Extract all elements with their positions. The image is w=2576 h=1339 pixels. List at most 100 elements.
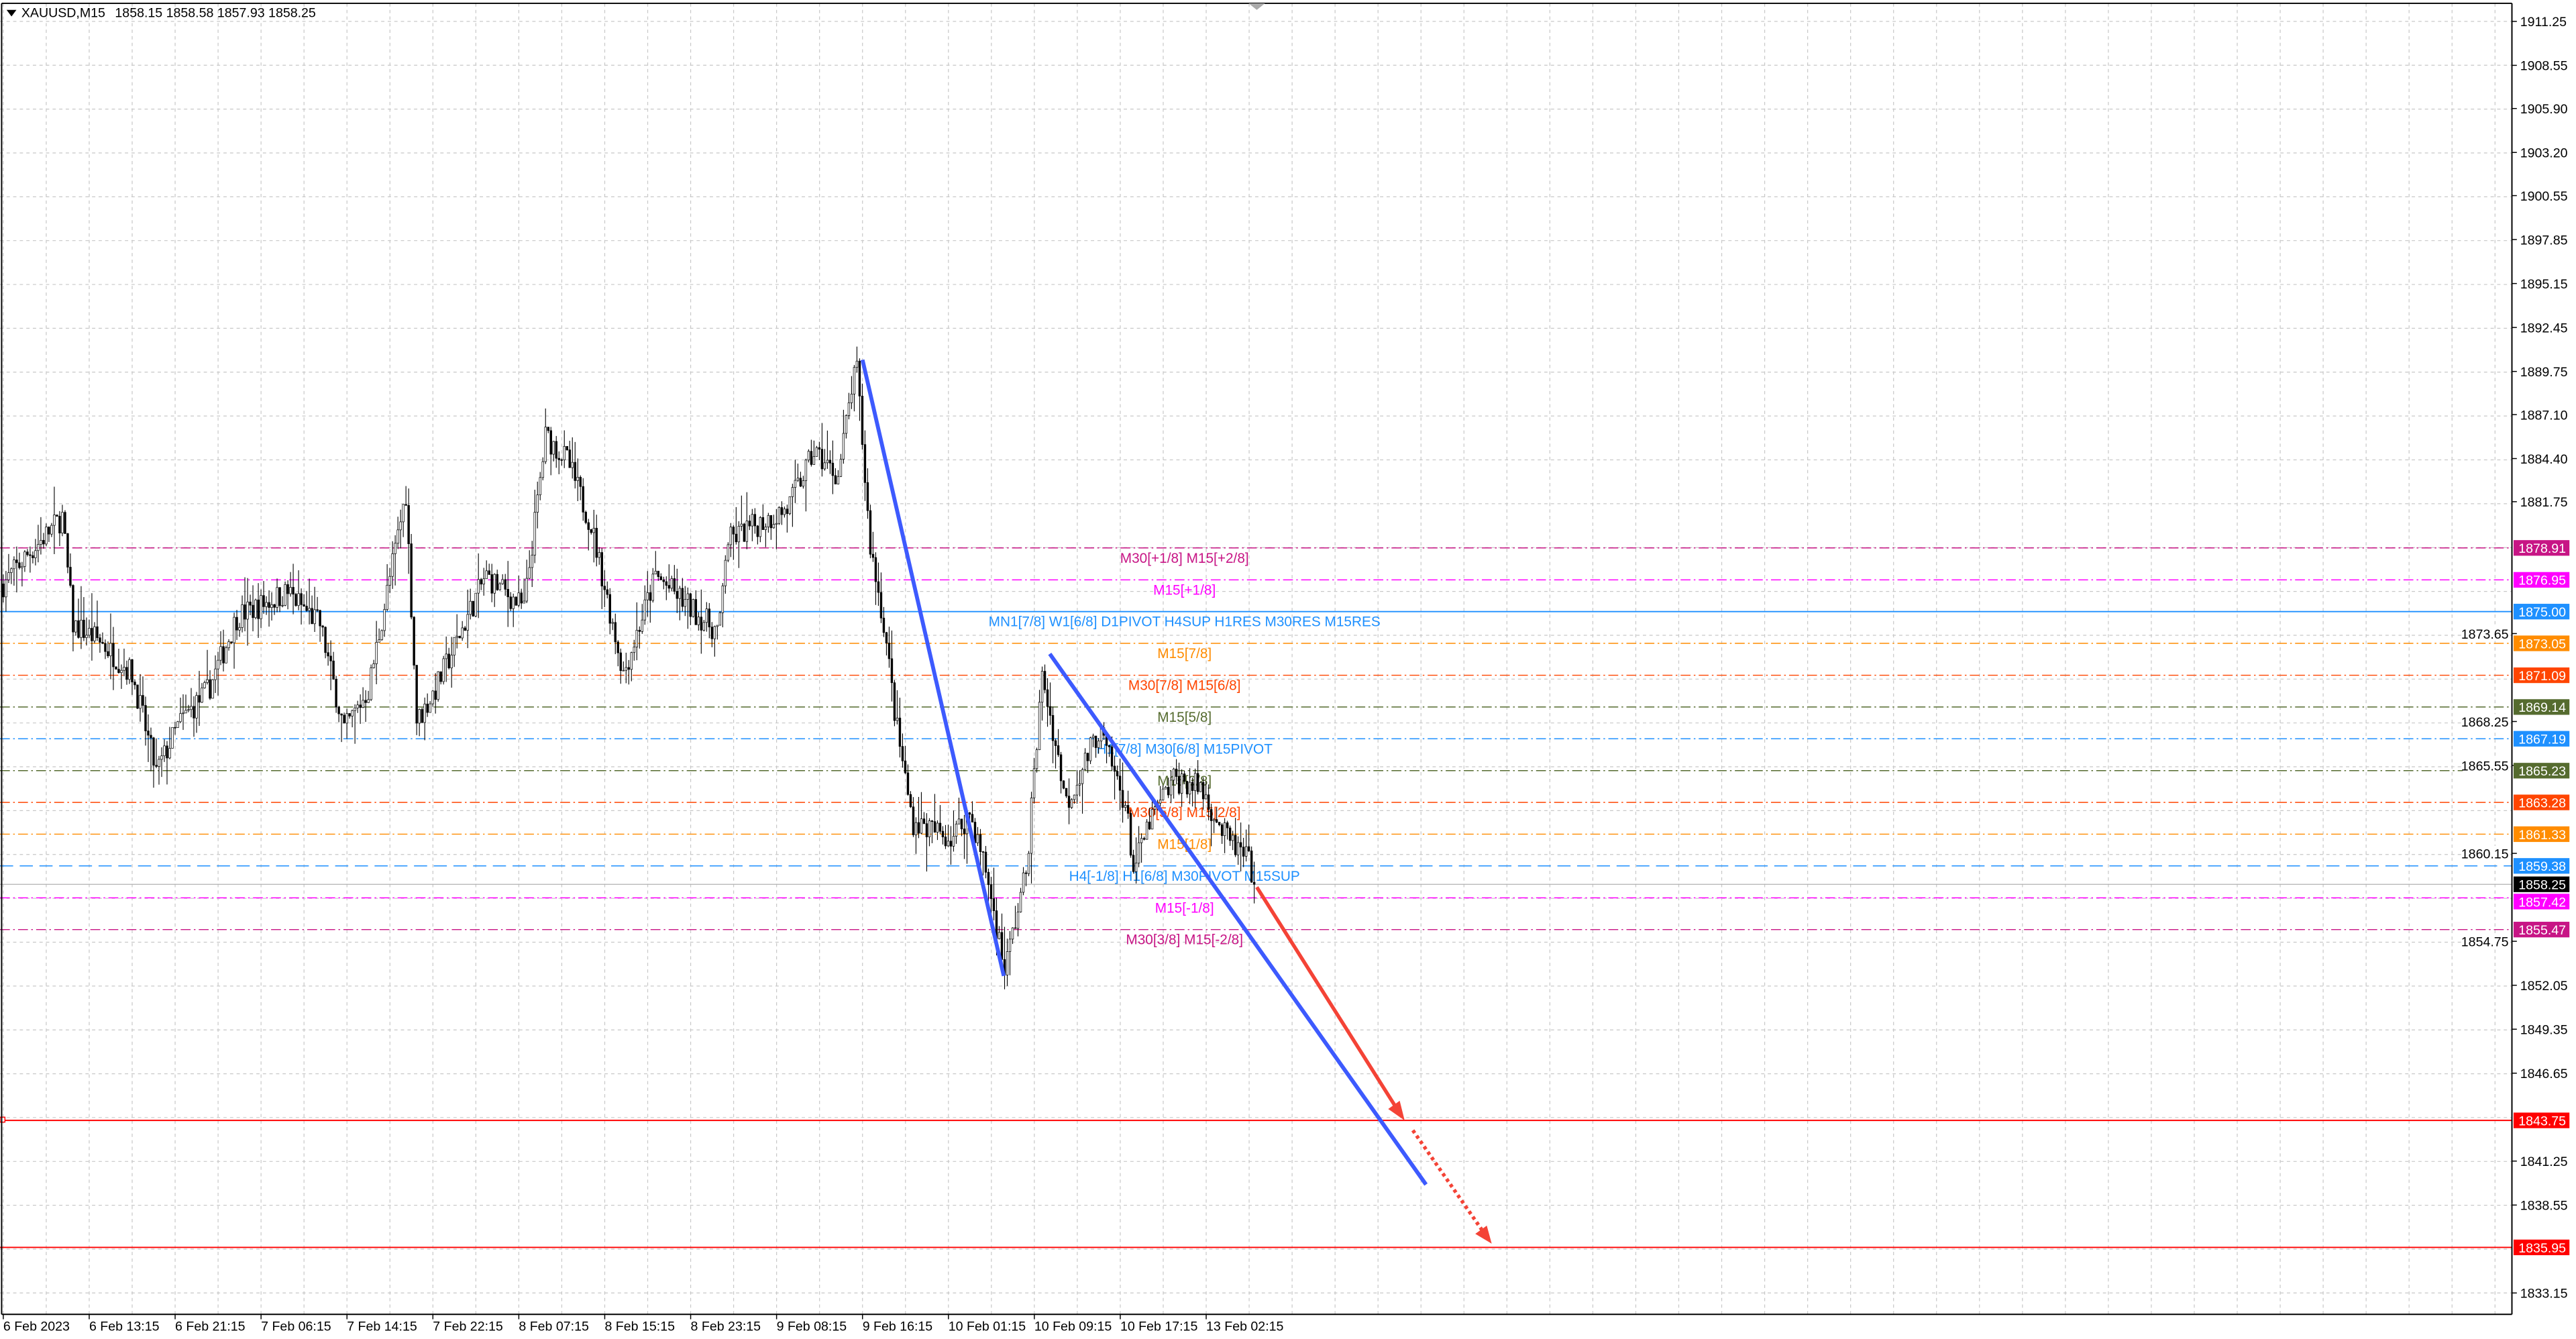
candle-body — [445, 653, 447, 659]
candle-body — [1059, 754, 1063, 782]
candle-body — [104, 643, 107, 652]
ohlc-values: 1858.15 1858.58 1857.93 1858.25 — [115, 6, 316, 21]
candle-body — [769, 515, 773, 529]
candle-body — [56, 515, 58, 517]
price-tag-value: 1875.00 — [2518, 605, 2566, 620]
candle-body — [944, 837, 947, 847]
candle-body — [863, 444, 867, 483]
candle-body — [429, 703, 431, 713]
candle-body — [708, 608, 711, 628]
candle-body — [388, 576, 391, 586]
price-tag — [2513, 572, 2570, 588]
candle-body — [651, 574, 655, 601]
candle-body — [413, 617, 415, 665]
candle-body — [845, 415, 848, 434]
grid — [0, 3, 2512, 1315]
candle-body — [96, 626, 99, 639]
time-tick-label: 8 Feb 15:15 — [604, 1320, 675, 1334]
candle-body — [109, 643, 112, 657]
candle-body — [458, 635, 461, 639]
price-tag — [2513, 699, 2570, 715]
candle-body — [1183, 773, 1186, 782]
candle-body — [909, 794, 912, 808]
candle-body — [740, 523, 743, 527]
candle-body — [764, 527, 767, 530]
level-anchor[interactable] — [0, 1116, 6, 1123]
candle-body — [984, 851, 987, 873]
candle-body — [509, 596, 512, 609]
time-tick-label: 6 Feb 21:15 — [175, 1320, 246, 1334]
candle-body — [906, 772, 910, 795]
candle-body — [10, 568, 13, 573]
candle-body — [88, 628, 91, 636]
candle-body — [80, 619, 83, 638]
forecast-arrow[interactable] — [1255, 886, 1400, 1112]
candle-body — [195, 695, 198, 718]
candle-body — [496, 574, 498, 590]
price-tag — [2513, 794, 2570, 810]
price-tick-label: 1838.55 — [2520, 1199, 2568, 1214]
forecast-arrow-dotted[interactable] — [1411, 1129, 1485, 1234]
candle-body — [1172, 768, 1175, 781]
candle-body — [1067, 796, 1071, 808]
candle-body — [1132, 855, 1135, 872]
candle-body — [812, 456, 816, 465]
candle-body — [772, 524, 775, 529]
candle-body — [1075, 784, 1079, 796]
candle-body — [842, 433, 845, 460]
candle-body — [1019, 892, 1022, 912]
candle-body — [351, 710, 354, 716]
candle-body — [815, 447, 818, 457]
candle-body — [380, 630, 383, 641]
candle-body — [480, 579, 482, 585]
candle-body — [34, 550, 37, 558]
price-tick-label: 1833.15 — [2520, 1287, 2568, 1301]
level-label: M30[5/8] M15[2/8] — [1128, 805, 1241, 820]
price-tick-label: 1895.15 — [2520, 277, 2568, 292]
candle-body — [50, 525, 53, 535]
price-tick-backdrop — [2463, 714, 2509, 729]
candle-body — [354, 707, 356, 711]
candle-body — [1038, 702, 1041, 750]
candle-body — [160, 755, 163, 760]
trendline-1[interactable] — [860, 359, 1006, 977]
candle-body — [217, 659, 219, 670]
time-tick-label: 8 Feb 07:15 — [519, 1320, 589, 1334]
candle-body — [305, 606, 308, 611]
price-tag — [2513, 858, 2570, 874]
candles — [2, 346, 1256, 989]
price-axis[interactable]: 1911.25 1908.55 1905.90 1903.20 1900.55 1897.… — [2461, 15, 2568, 1301]
time-tick-label: 7 Feb 06:15 — [261, 1320, 331, 1334]
candle-body — [783, 508, 786, 515]
drawings[interactable] — [0, 359, 1492, 1244]
candle-body — [630, 652, 633, 670]
candle-body — [147, 731, 150, 736]
candle-body — [219, 646, 222, 661]
candle-body — [158, 759, 160, 767]
level-label: M30[3/8] M15[-2/8] — [1126, 932, 1243, 948]
candle-body — [987, 871, 990, 886]
time-tick-label: 10 Feb 09:15 — [1034, 1320, 1112, 1334]
time-axis[interactable]: 6 Feb 2023 6 Feb 13:15 6 Feb 21:15 7 Feb 06… — [3, 1314, 1284, 1334]
price-tick-label: 1881.75 — [2520, 495, 2568, 510]
candle-body — [7, 572, 10, 580]
candle-body — [193, 706, 195, 718]
candle-body — [107, 651, 109, 657]
candle-body — [649, 592, 652, 601]
candle-body — [515, 596, 517, 606]
candle-body — [77, 620, 80, 638]
price-tick-backdrop — [2463, 934, 2509, 949]
trendline-2[interactable] — [1048, 653, 1428, 1186]
dropdown-triangle-icon[interactable] — [6, 9, 17, 17]
candle-body — [592, 527, 595, 533]
candle-body — [893, 682, 896, 721]
candle-body — [574, 462, 576, 481]
candle-body — [1078, 783, 1081, 786]
candle-body — [949, 841, 953, 847]
candle-body — [1110, 746, 1114, 767]
candle-body — [1196, 773, 1199, 792]
candle-body — [802, 480, 805, 487]
candle-body — [622, 670, 625, 672]
candle-body — [882, 617, 885, 633]
